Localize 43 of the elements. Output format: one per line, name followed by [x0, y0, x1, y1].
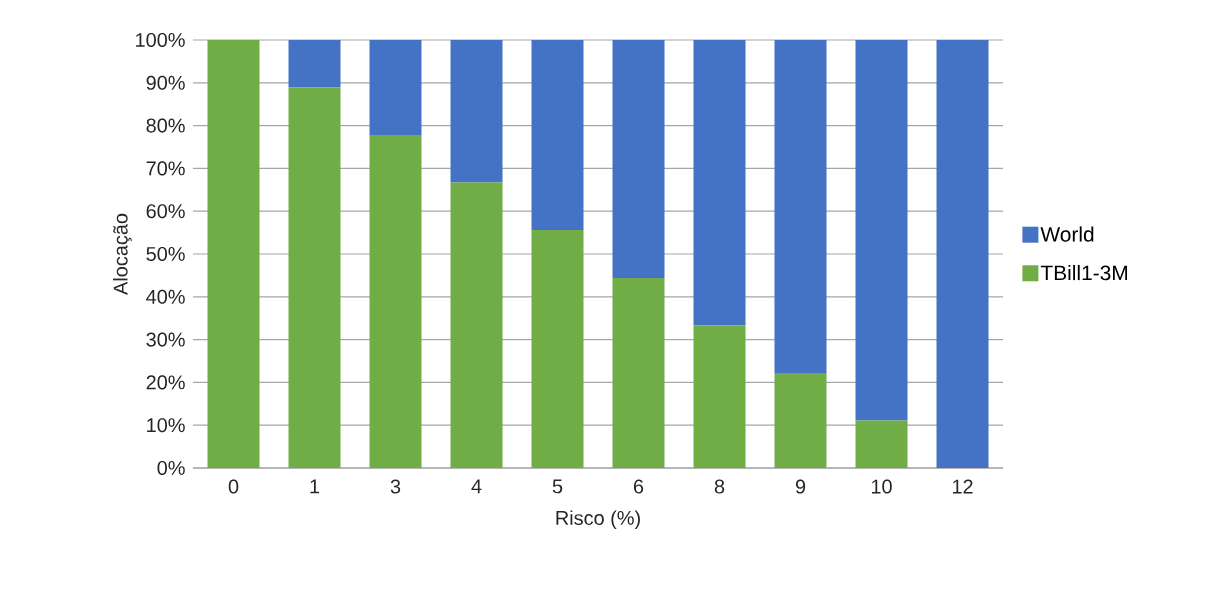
bar	[693, 39, 746, 326]
x-tick-label: 8	[714, 479, 725, 494]
bar	[288, 39, 341, 88]
bar	[531, 230, 584, 468]
bar	[612, 277, 665, 468]
x-tick-label: 0	[228, 479, 239, 494]
bar	[855, 39, 908, 421]
y-tick-label: 100%	[136, 32, 185, 48]
x-tick-label: 5	[552, 479, 563, 494]
x-tick-label: 3	[390, 479, 401, 494]
y-axis-title: Alocação	[113, 213, 132, 295]
legend-label: World	[1040, 226, 1094, 242]
bar	[774, 39, 827, 373]
bar	[693, 325, 746, 468]
legend-label: TBill1-3M	[1040, 264, 1128, 281]
bar	[369, 135, 422, 468]
y-tick-label: 0%	[157, 460, 185, 476]
y-tick-label: 10%	[147, 418, 185, 433]
bar	[855, 420, 908, 468]
bar	[936, 39, 989, 468]
y-tick-label: 80%	[146, 118, 185, 133]
bar	[774, 372, 827, 468]
bar	[207, 39, 260, 468]
bar	[450, 182, 503, 468]
y-tick-label: 90%	[146, 75, 185, 90]
x-tick-label: 1	[310, 479, 320, 494]
y-tick-label: 20%	[146, 375, 185, 390]
y-tick-label: 50%	[146, 246, 185, 262]
y-tick-label: 40%	[146, 289, 185, 304]
bar	[288, 87, 341, 468]
x-tick-label: 4	[471, 479, 482, 494]
y-tick-label: 60%	[146, 204, 185, 219]
x-tick-label: 9	[795, 479, 806, 494]
bar	[450, 39, 503, 183]
x-tick-label: 10	[871, 479, 892, 494]
y-tick-label: 70%	[146, 161, 185, 176]
y-tick-label: 30%	[146, 332, 185, 347]
bar	[369, 39, 422, 135]
x-axis-title: Risco (%)	[556, 510, 640, 529]
x-tick-label: 6	[633, 479, 644, 494]
bar	[612, 39, 665, 278]
bar	[531, 39, 584, 231]
x-tick-label: 12	[952, 479, 973, 494]
